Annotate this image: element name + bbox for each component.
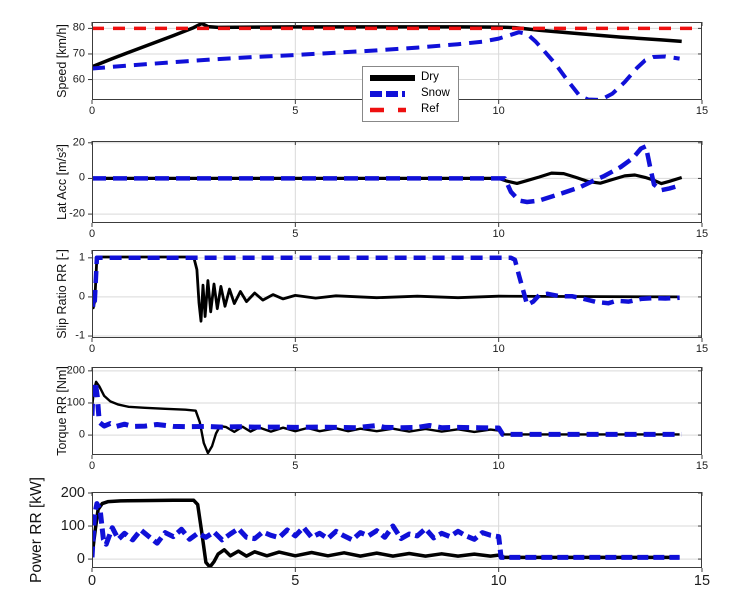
- x-tick-label: 0: [88, 228, 96, 240]
- x-tick-label: 0: [87, 573, 97, 589]
- x-tick-label: 15: [695, 105, 709, 117]
- y-tick-label: 200: [60, 484, 85, 501]
- x-tick-label: 10: [492, 343, 505, 355]
- legend-item-snow: Snow: [369, 88, 450, 100]
- subplot-torque-rr: Torque RR [Nm] 0 100 200 0 5 10 15: [55, 365, 708, 472]
- x-tick-label: 10: [492, 228, 505, 240]
- legend: Dry Snow Ref: [362, 66, 459, 122]
- x-tick-label: 0: [88, 343, 96, 355]
- y-tick-label: 0: [76, 550, 85, 567]
- y-tick-label: -1: [75, 329, 85, 342]
- y-tick-label: 70: [72, 47, 85, 60]
- legend-label: Dry: [421, 71, 439, 84]
- subplot-power-rr: Power RR [kW] 0 100 200 0 5 10 15: [28, 477, 710, 588]
- power-plot-canvas: [88, 492, 703, 572]
- x-tick-label: 15: [695, 343, 709, 355]
- y-tick-label: 0: [78, 428, 85, 441]
- x-tick-label: 10: [490, 573, 507, 589]
- y-tick-label: 0: [78, 290, 85, 303]
- legend-label: Ref: [421, 103, 439, 116]
- y-tick-label: -20: [69, 207, 85, 220]
- x-tick-label: 10: [492, 105, 505, 117]
- x-tick-label: 5: [291, 573, 300, 589]
- y-tick-label: 200: [66, 364, 85, 377]
- subplot-slip-ratio-rr: Slip Ratio RR [-] -1 0 1 0 5 10 15: [55, 249, 708, 354]
- x-tick-label: 5: [292, 343, 299, 355]
- subplot-lat-acc: Lat Acc [m/s²] -20 0 20 0 5 10 15: [55, 137, 708, 240]
- x-tick-label: 5: [292, 460, 299, 472]
- x-tick-label: 5: [292, 228, 299, 240]
- power-y-axis-label: Power RR [kW]: [28, 477, 45, 583]
- y-tick-label: 60: [72, 73, 85, 86]
- lat-acc-plot-canvas: [88, 141, 703, 227]
- x-tick-label: 0: [88, 460, 96, 472]
- y-tick-label: 1: [78, 251, 85, 264]
- y-tick-label: 0: [78, 171, 85, 184]
- y-tick-label: 20: [72, 136, 85, 149]
- y-tick-label: 100: [66, 396, 85, 409]
- torque-y-axis-label: Torque RR [Nm]: [55, 366, 69, 456]
- torque-plot-canvas: [88, 367, 703, 459]
- lat-acc-y-axis-label: Lat Acc [m/s²]: [55, 144, 69, 220]
- legend-item-ref: Ref: [369, 104, 450, 116]
- x-tick-label: 15: [695, 228, 709, 240]
- x-tick-label: 10: [492, 460, 505, 472]
- legend-line-sample: [370, 107, 415, 113]
- slip-ratio-plot-canvas: [88, 250, 703, 342]
- subplot-speed: Speed [km/h] 60 70 80 0 5 10 15: [55, 22, 708, 117]
- x-tick-label: 5: [292, 105, 299, 117]
- legend-label: Snow: [421, 87, 450, 100]
- y-tick-label: 80: [72, 21, 85, 34]
- legend-line-sample: [370, 91, 415, 97]
- x-tick-label: 0: [88, 105, 96, 117]
- y-tick-label: 100: [60, 517, 85, 534]
- legend-line-sample: [370, 75, 415, 81]
- x-tick-label: 15: [695, 460, 709, 472]
- slip-ratio-y-axis-label: Slip Ratio RR [-]: [55, 249, 69, 339]
- x-tick-label: 15: [693, 573, 711, 589]
- legend-item-dry: Dry: [369, 72, 450, 84]
- speed-y-axis-label: Speed [km/h]: [55, 24, 69, 98]
